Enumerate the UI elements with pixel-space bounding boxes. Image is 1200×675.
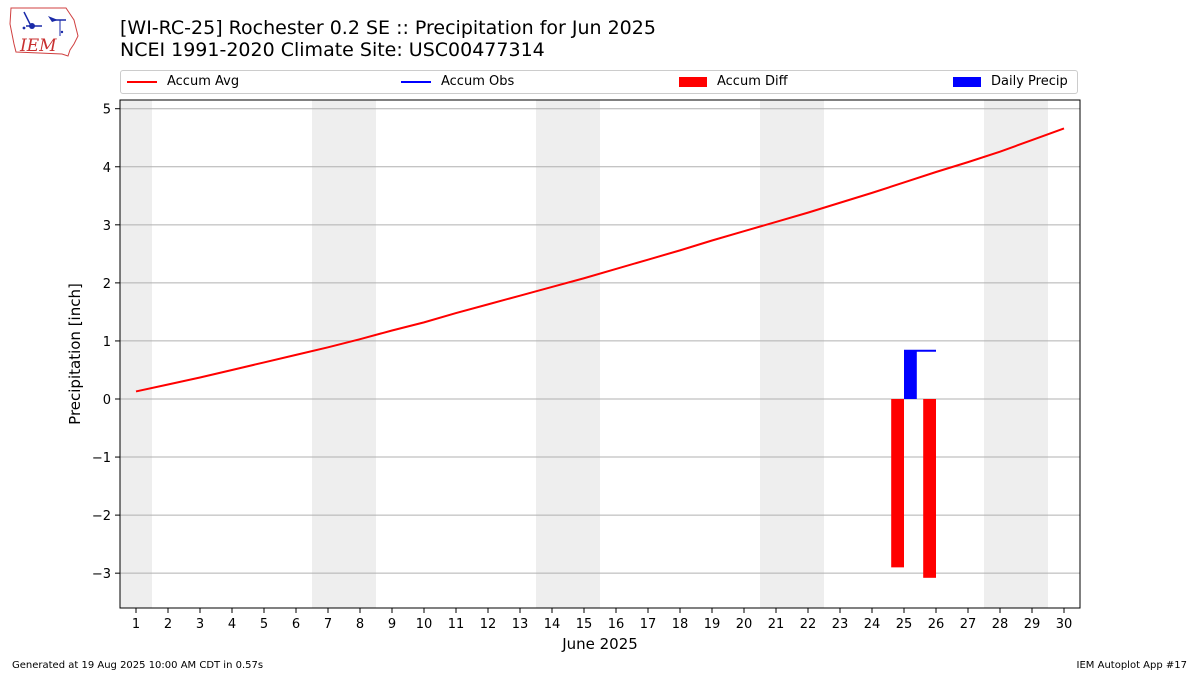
x-tick-label-28: 28: [992, 617, 1009, 632]
weekend-shade-day-1: [120, 100, 152, 608]
legend-item-daily-precip: Daily Precip: [953, 74, 1068, 90]
plot-frame: [119, 99, 1081, 609]
x-tick-label-2: 2: [164, 617, 172, 632]
x-tick-label-26: 26: [928, 617, 945, 632]
x-tick-label-19: 19: [704, 617, 721, 632]
weekend-shade-day-29: [1016, 100, 1048, 608]
x-axis-label: June 2025: [561, 635, 638, 653]
y-tick-label-5: 5: [103, 103, 111, 118]
x-tick-label-15: 15: [576, 617, 593, 632]
y-tick-label--1: −1: [92, 451, 111, 466]
x-tick-label-23: 23: [832, 617, 849, 632]
x-tick-label-22: 22: [800, 617, 817, 632]
legend-label-accum-avg: Accum Avg: [167, 74, 240, 89]
legend-item-accum-avg: Accum Avg: [127, 74, 239, 90]
title-line-1: [WI-RC-25] Rochester 0.2 SE :: Precipita…: [120, 17, 656, 39]
x-tick-label-14: 14: [544, 617, 561, 632]
chart-title: [WI-RC-25] Rochester 0.2 SE :: Precipita…: [120, 17, 656, 61]
x-tick-label-7: 7: [324, 617, 332, 632]
legend-label-daily-precip: Daily Precip: [991, 74, 1068, 89]
bar-accum-diff-0: [891, 398, 904, 568]
weekend-shade-day-7: [312, 100, 344, 608]
legend-swatch-daily-precip: [953, 76, 981, 87]
bar-daily-precip-0: [904, 350, 917, 399]
title-line-2: NCEI 1991-2020 Climate Site: USC00477314: [120, 39, 545, 61]
logo-text: IEM: [19, 36, 57, 56]
weekend-shade-day-21: [760, 100, 792, 608]
x-tick-label-8: 8: [356, 617, 364, 632]
y-tick-label-1: 1: [103, 335, 111, 350]
x-tick-label-12: 12: [480, 617, 497, 632]
y-tick-label-4: 4: [103, 161, 111, 176]
legend-swatch-accum-obs: [401, 80, 431, 83]
line-accum-avg: [135, 127, 1065, 393]
y-tick-label--3: −3: [92, 567, 111, 582]
x-tick-label-1: 1: [132, 617, 140, 632]
x-tick-label-10: 10: [416, 617, 433, 632]
iem-logo: IEM: [8, 6, 80, 58]
x-tick-label-25: 25: [896, 617, 913, 632]
x-tick-label-5: 5: [260, 617, 268, 632]
x-tick-label-3: 3: [196, 617, 204, 632]
x-tick-label-29: 29: [1024, 617, 1041, 632]
legend-label-accum-obs: Accum Obs: [441, 74, 515, 89]
x-tick-label-16: 16: [608, 617, 625, 632]
x-tick-label-30: 30: [1056, 617, 1073, 632]
legend-item-accum-obs: Accum Obs: [401, 74, 514, 90]
legend-label-accum-diff: Accum Diff: [717, 74, 788, 89]
legend-swatch-accum-diff: [679, 76, 707, 87]
x-tick-label-9: 9: [388, 617, 396, 632]
legend-item-accum-diff: Accum Diff: [679, 74, 788, 90]
weekend-shade-day-28: [984, 100, 1016, 608]
weekend-shade-day-22: [792, 100, 824, 608]
x-tick-label-18: 18: [672, 617, 689, 632]
weekend-shade-day-15: [568, 100, 600, 608]
footer-generated-text: Generated at 19 Aug 2025 10:00 AM CDT in…: [12, 660, 264, 671]
legend-swatch-accum-avg: [127, 80, 157, 83]
x-tick-label-13: 13: [512, 617, 529, 632]
weekend-shade-day-14: [536, 100, 568, 608]
x-tick-label-27: 27: [960, 617, 977, 632]
weekend-shade-day-8: [344, 100, 376, 608]
x-tick-label-21: 21: [768, 617, 785, 632]
chart-legend: Accum Avg Accum Obs Accum Diff Daily Pre…: [120, 70, 1078, 94]
x-tick-label-17: 17: [640, 617, 657, 632]
footer-app-text: IEM Autoplot App #17: [1076, 660, 1187, 671]
y-tick-label-2: 2: [103, 277, 111, 292]
x-tick-label-20: 20: [736, 617, 753, 632]
y-tick-label-0: 0: [103, 393, 111, 408]
x-tick-label-24: 24: [864, 617, 881, 632]
y-tick-label-3: 3: [103, 219, 111, 234]
x-tick-label-11: 11: [448, 617, 465, 632]
x-tick-label-4: 4: [228, 617, 236, 632]
y-tick-label--2: −2: [92, 509, 111, 524]
y-axis-label: Precipitation [inch]: [66, 283, 84, 425]
bar-accum-diff-1: [923, 398, 936, 578]
x-tick-label-6: 6: [292, 617, 300, 632]
